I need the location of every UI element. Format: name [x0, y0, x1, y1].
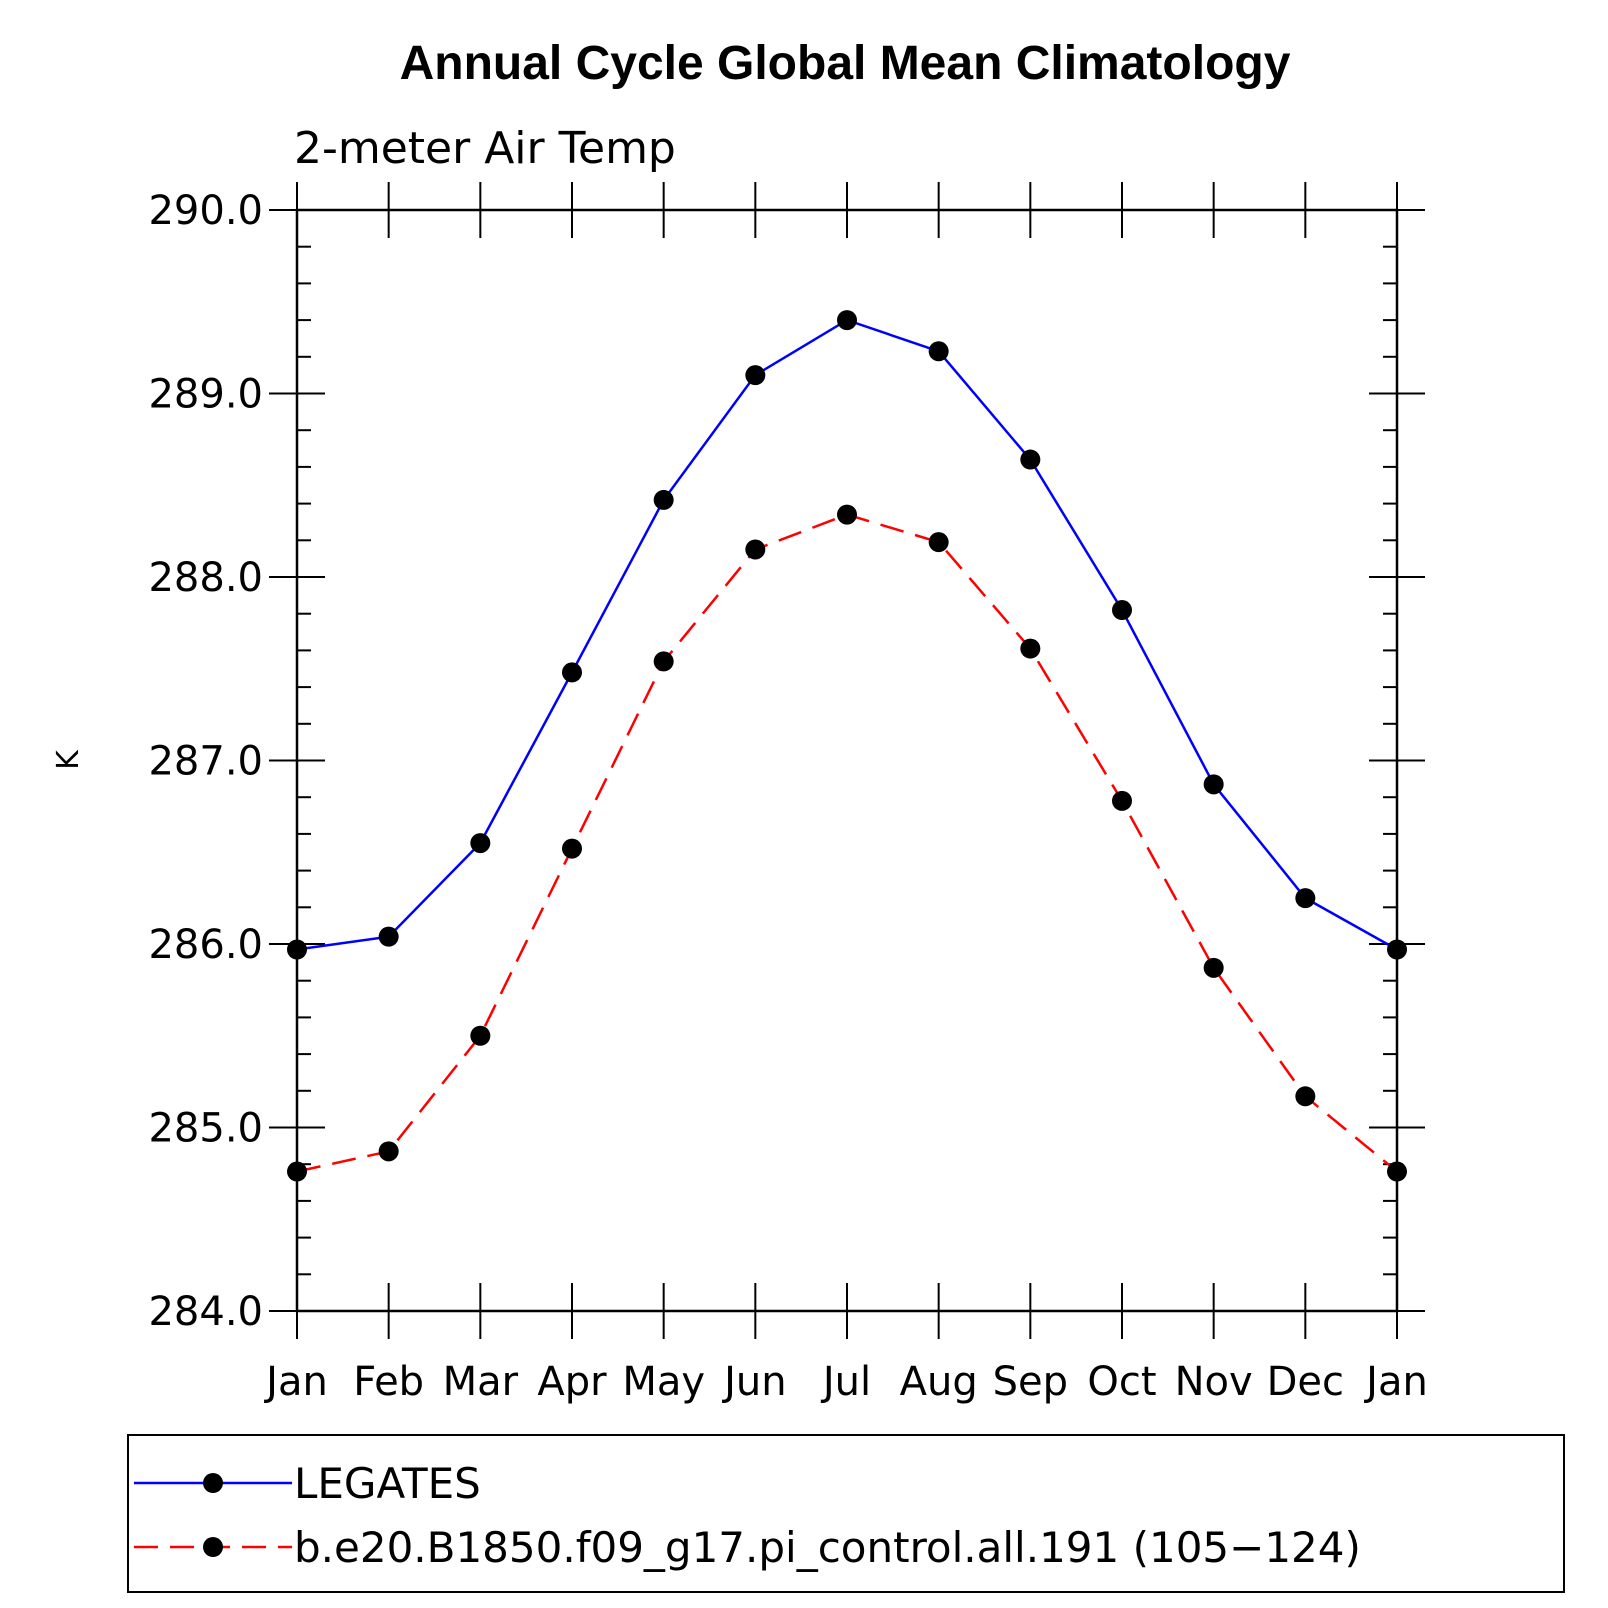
- y-tick-label: 289.0: [148, 372, 263, 418]
- series-2-point: [928, 532, 949, 553]
- tick-labels: 284.0 285.0 286.0 287.0 288.0 289.0 290.0 Jan Fe…: [148, 188, 1427, 1405]
- x-tick-label: Jun: [721, 1359, 787, 1405]
- axis-ticks: [269, 182, 1425, 1339]
- y-tick-label: 286.0: [148, 922, 263, 968]
- plot-frame: [295, 208, 1399, 1313]
- x-tick-label: Jan: [263, 1359, 328, 1405]
- x-tick-label: Jul: [820, 1359, 871, 1405]
- y-tick-label: 285.0: [148, 1106, 263, 1152]
- series-1-point: [470, 833, 491, 854]
- x-tick-label: Mar: [443, 1359, 519, 1405]
- x-tick-label: Sep: [993, 1359, 1068, 1405]
- legend-marker-1: [203, 1473, 223, 1493]
- series-2-point: [1112, 790, 1132, 811]
- series-1-point: [837, 310, 857, 331]
- series-1-point: [1112, 600, 1132, 621]
- legend-label-2: b.e20.B1850.f09_g17.pi_control.all.191 (…: [294, 1523, 1361, 1572]
- series-1-point: [1295, 888, 1316, 909]
- x-tick-label: Oct: [1087, 1359, 1156, 1405]
- y-tick-label: 288.0: [148, 555, 263, 601]
- series-layer: [287, 310, 1407, 1182]
- legend-marker-2: [203, 1537, 223, 1557]
- series-line-2: [296, 513, 1398, 1173]
- legend-box: [127, 1434, 1565, 1593]
- legend-label-1: LEGATES: [294, 1459, 481, 1508]
- chart-subtitle: 2-meter Air Temp: [294, 123, 676, 174]
- series-2-point: [653, 651, 674, 672]
- series-2-point: [745, 539, 766, 560]
- series-1-point: [562, 662, 582, 683]
- series-2-point: [562, 838, 582, 859]
- series-1-point: [653, 489, 674, 510]
- series-1-point: [928, 341, 949, 362]
- x-tick-label: May: [622, 1359, 705, 1405]
- x-tick-label: Apr: [537, 1359, 607, 1405]
- x-tick-label: Dec: [1267, 1359, 1344, 1405]
- series-2-point: [1295, 1086, 1316, 1107]
- series-2-point: [837, 504, 857, 525]
- x-tick-label: Nov: [1175, 1359, 1253, 1405]
- y-tick-label: 284.0: [148, 1289, 263, 1335]
- series-line-1: [296, 318, 1398, 951]
- series-2-point: [1203, 957, 1224, 978]
- series-2-point: [470, 1025, 491, 1046]
- x-tick-label: Feb: [353, 1359, 424, 1405]
- x-tick-label: Jan: [1363, 1359, 1428, 1405]
- series-2-point: [1020, 638, 1041, 659]
- series-1-point: [1020, 449, 1041, 470]
- series-2-point: [378, 1141, 399, 1162]
- y-tick-label: 287.0: [148, 739, 263, 785]
- series-1-point: [745, 365, 766, 386]
- x-tick-label: Aug: [900, 1359, 978, 1405]
- legend: LEGATES b.e20.B1850.f09_g17.pi_control.al…: [127, 1434, 1565, 1593]
- series-1-point: [378, 926, 399, 947]
- chart-title: Annual Cycle Global Mean Climatology: [400, 37, 1291, 90]
- y-axis-label: K: [51, 749, 86, 770]
- y-tick-label: 290.0: [148, 188, 263, 234]
- series-1-point: [1203, 774, 1224, 795]
